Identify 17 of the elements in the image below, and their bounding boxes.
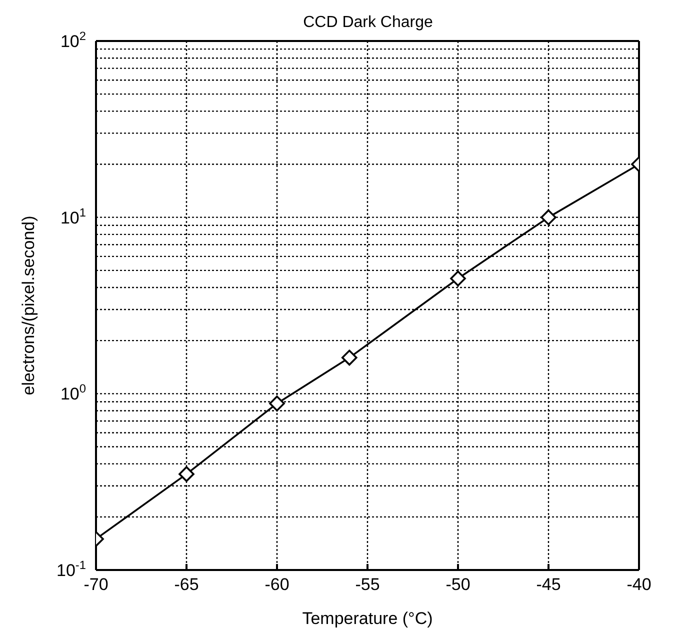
point bbox=[342, 350, 358, 366]
x-tick-label: -40 bbox=[626, 575, 652, 594]
y-tick-label: 10$^{0}$ bbox=[60, 382, 86, 404]
y-tick-label: 10$^{1}$ bbox=[60, 205, 86, 228]
x-axis-title: Temperature (°C) bbox=[302, 609, 433, 628]
x-tick-label: -55 bbox=[355, 575, 380, 594]
chart-title: CCD Dark Charge bbox=[302, 14, 434, 32]
x-tick-label: -50 bbox=[446, 575, 470, 594]
y-tick-label: 10$^{2}$ bbox=[60, 29, 86, 51]
x-tick-label: -45 bbox=[536, 575, 561, 594]
y-axis-title: electrons/(pixel.second) bbox=[19, 216, 38, 396]
point bbox=[269, 396, 285, 412]
x-tick-label: -60 bbox=[264, 575, 290, 594]
y-tick-label: 10$^{-1}$ bbox=[56, 558, 86, 580]
x-tick-label: -65 bbox=[174, 575, 199, 594]
x-tick-label: -70 bbox=[84, 575, 108, 594]
point bbox=[450, 270, 466, 286]
